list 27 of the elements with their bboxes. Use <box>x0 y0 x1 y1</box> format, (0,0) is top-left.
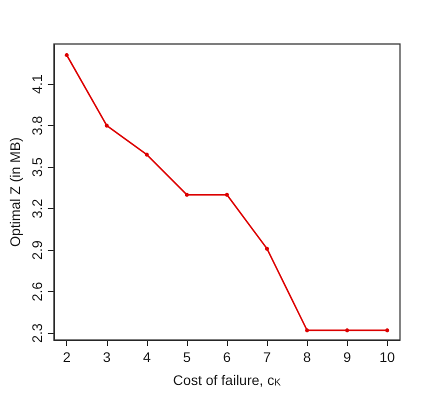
point <box>305 328 310 332</box>
y-tick-label: 3.2 <box>28 198 45 218</box>
x-tick-label: 3 <box>102 349 111 365</box>
x-tick-label: 2 <box>62 349 71 365</box>
point <box>345 328 350 332</box>
x-tick-label: 6 <box>223 349 232 365</box>
y-tick-label: 2.9 <box>28 240 45 260</box>
x-tick-label: 8 <box>303 349 312 365</box>
point <box>144 152 149 157</box>
point <box>265 246 270 251</box>
x-tick-label: 9 <box>343 349 352 365</box>
x-tick-label: 10 <box>379 349 396 365</box>
y-tick-label: 2.6 <box>28 282 45 302</box>
x-tick-label: 7 <box>263 349 272 365</box>
point <box>64 53 69 58</box>
point <box>104 124 109 128</box>
x-tick-label: 5 <box>182 349 191 365</box>
point <box>385 328 390 332</box>
point <box>184 192 189 197</box>
x-tick-label: 4 <box>142 349 151 365</box>
x-axis-title: Cost of failure, cK <box>173 372 282 388</box>
y-tick-label: 4.1 <box>28 74 45 94</box>
point <box>224 192 229 197</box>
y-tick-label: 3.8 <box>28 116 45 136</box>
y-tick-label: 3.5 <box>28 157 45 177</box>
y-tick-label: 2.3 <box>28 323 45 343</box>
y-axis-title: Optimal Z (in MB) <box>7 137 23 247</box>
